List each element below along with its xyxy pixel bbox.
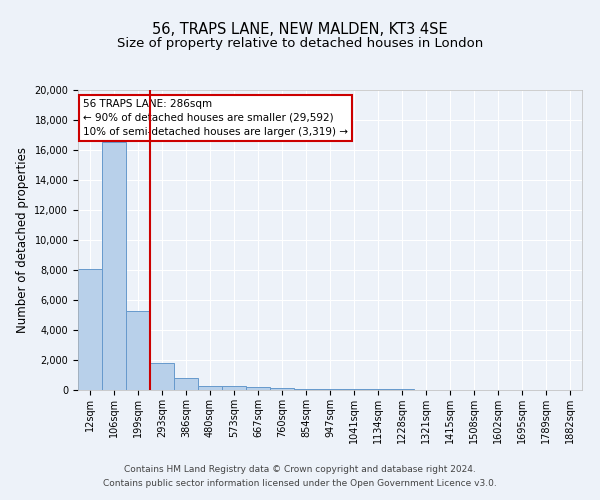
Bar xyxy=(222,386,246,390)
Bar xyxy=(198,386,222,390)
Bar xyxy=(294,388,318,390)
Bar xyxy=(318,389,342,390)
Bar xyxy=(102,142,126,390)
Bar xyxy=(270,388,294,390)
Bar xyxy=(126,310,150,390)
Y-axis label: Number of detached properties: Number of detached properties xyxy=(16,147,29,333)
Bar xyxy=(246,387,270,390)
Text: Size of property relative to detached houses in London: Size of property relative to detached ho… xyxy=(117,38,483,51)
Text: 56 TRAPS LANE: 286sqm
← 90% of detached houses are smaller (29,592)
10% of semi-: 56 TRAPS LANE: 286sqm ← 90% of detached … xyxy=(83,99,348,137)
Text: 56, TRAPS LANE, NEW MALDEN, KT3 4SE: 56, TRAPS LANE, NEW MALDEN, KT3 4SE xyxy=(152,22,448,38)
Text: Contains HM Land Registry data © Crown copyright and database right 2024.
Contai: Contains HM Land Registry data © Crown c… xyxy=(103,466,497,487)
Bar xyxy=(174,378,198,390)
Bar xyxy=(342,389,366,390)
Bar xyxy=(78,268,102,390)
Bar xyxy=(150,363,174,390)
